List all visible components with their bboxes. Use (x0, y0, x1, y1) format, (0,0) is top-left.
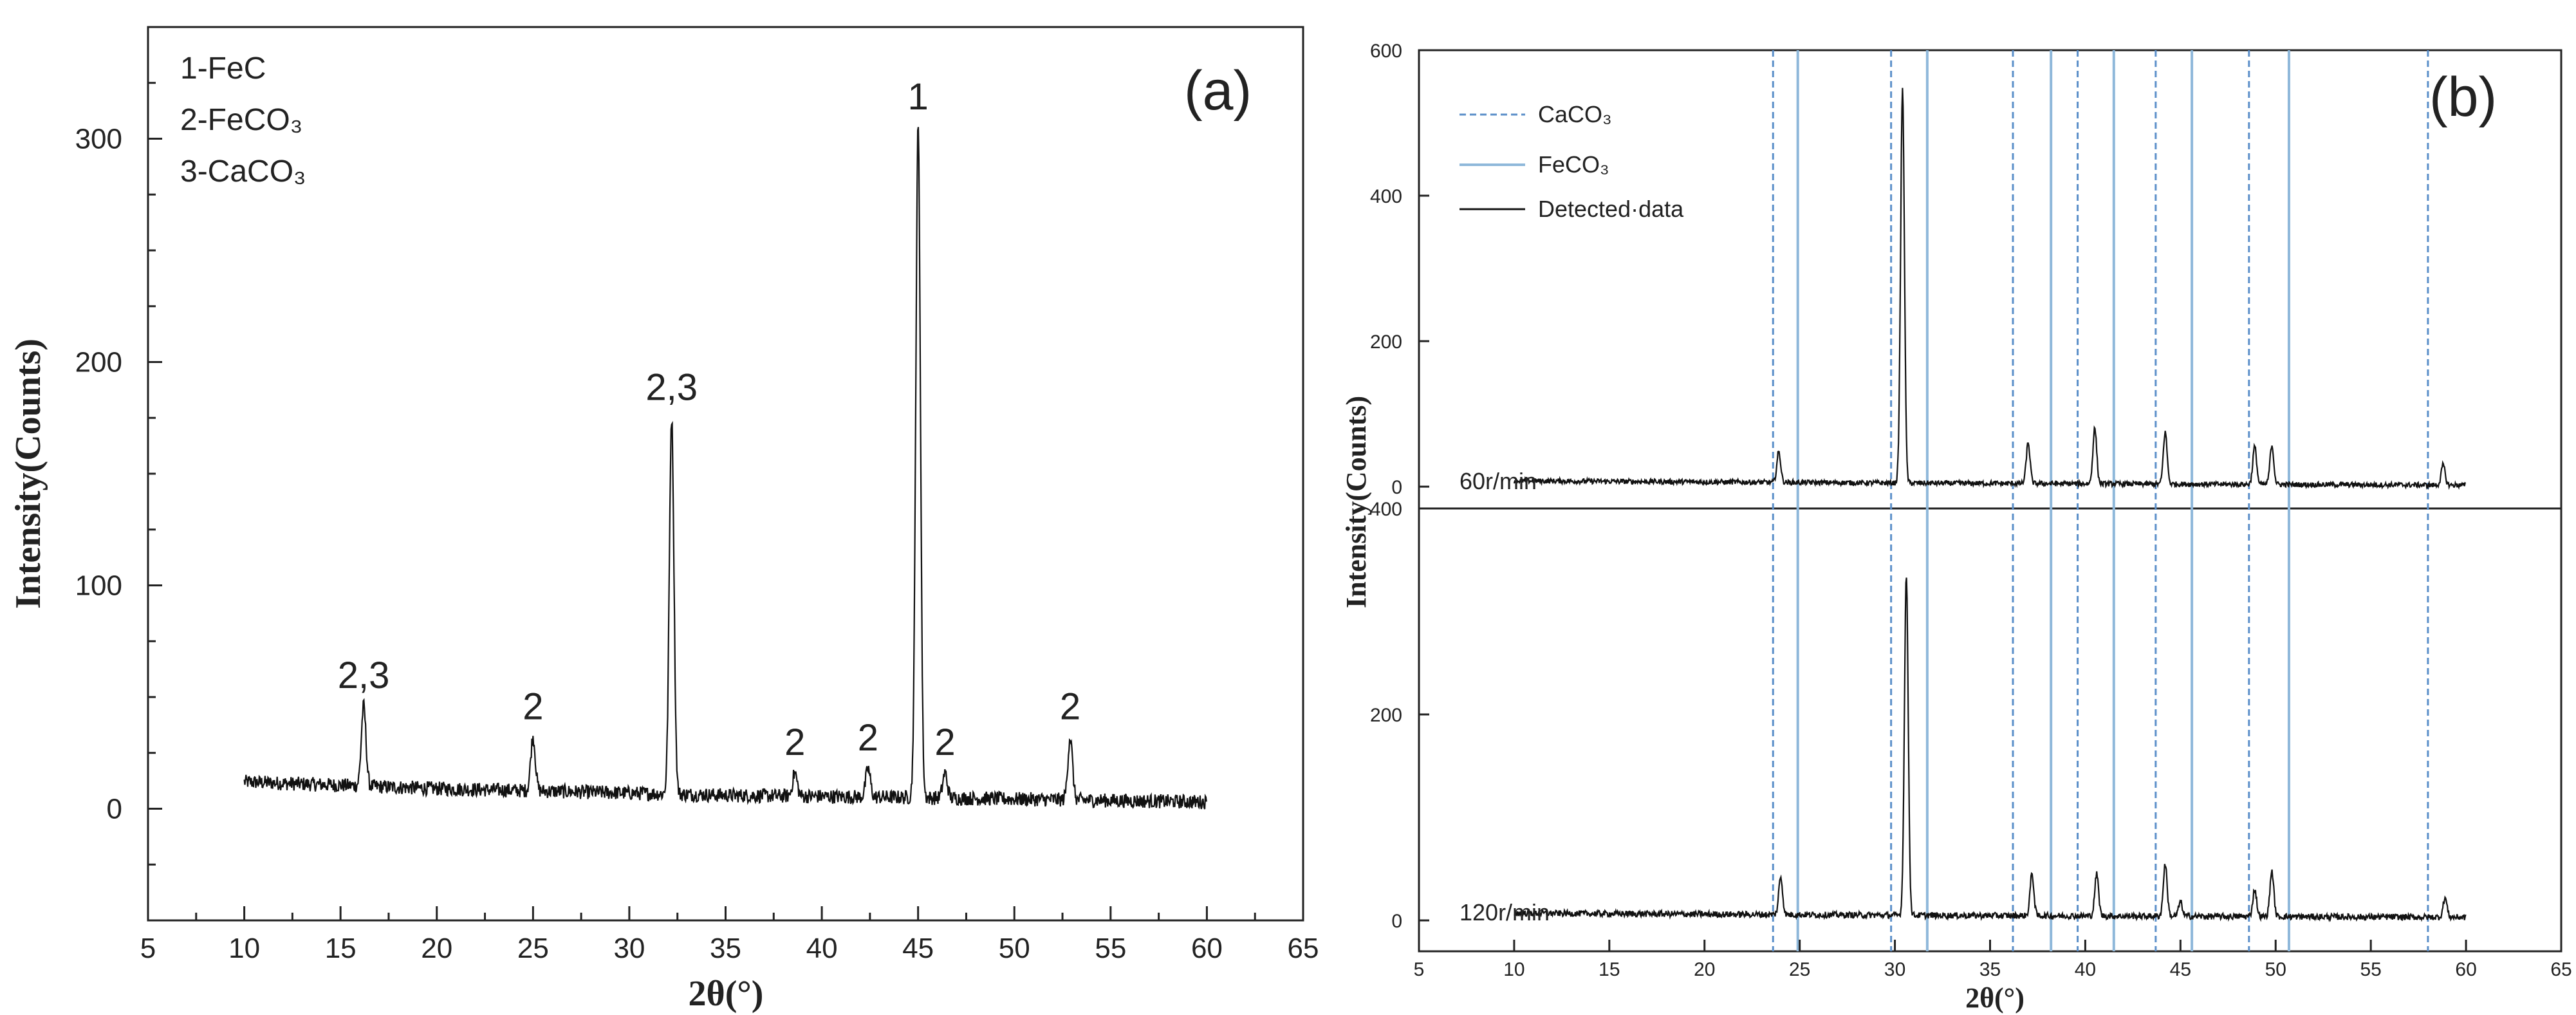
panel-a-x-tick-label: 55 (1095, 933, 1126, 964)
panel-a-x-tick-label: 65 (1288, 933, 1319, 964)
panel-a-x-tick-label: 60 (1191, 933, 1223, 964)
panel-b-y-tick-label: 0 (1391, 911, 1402, 932)
panel-a-x-tick-label: 25 (517, 933, 549, 964)
panel-a-y-tick-label: 200 (75, 347, 122, 378)
panel-a-x-tick-label: 45 (902, 933, 934, 964)
panel-b-x-tick-label: 20 (1694, 959, 1715, 980)
panel-a-legend-entry-3: 3-CaCO₃ (180, 154, 306, 189)
panel-b-label: (b) (2429, 66, 2497, 128)
panel-a-peak-label: 2,3 (338, 655, 390, 696)
panel-b: 0 200 400 600 0 200 400 5 10 15 20 25 30 35 40 45 50 55… (1340, 41, 2572, 1014)
panel-b-x-tick-label: 35 (1979, 959, 2001, 980)
panel-b-x-axis-title: 2θ(°) (1965, 982, 2025, 1014)
panel-b-x-tick-label: 25 (1789, 959, 1810, 980)
panel-b-x-tick-label: 65 (2550, 959, 2571, 980)
panel-b-x-tick-label: 60 (2455, 959, 2476, 980)
panel-a-y-axis-title: Intensity(Counts) (8, 339, 48, 609)
panel-a-legend: 1-FeC 2-FeCO₃ 3-CaCO₃ (180, 51, 306, 189)
panel-b-subplot-label-120: 120r/min (1459, 899, 1550, 926)
panel-a-x-tick-label: 30 (613, 933, 645, 964)
panel-b-legend-entry-caco3: CaCO₃ (1538, 101, 1612, 127)
panel-a-label: (a) (1184, 60, 1252, 122)
panel-b-trace-60rpm (1513, 88, 2467, 490)
panel-b-x-tick-label: 40 (2075, 959, 2096, 980)
panel-b-x-tick-label: 5 (1414, 959, 1425, 980)
panel-a-legend-entry-1: 1-FeC (180, 51, 266, 86)
panel-a-x-tick-label: 15 (325, 933, 357, 964)
panel-a-peak-label: 2 (523, 685, 543, 727)
panel-b-y-tick-label: 400 (1370, 186, 1402, 207)
panel-b-y-tick-label: 400 (1370, 499, 1402, 520)
panel-a: 0 100 200 300 5 10 15 20 25 30 35 40 45 50 55 60 65 2,3… (8, 26, 1319, 1014)
panel-a-peak-label: 2,3 (645, 366, 698, 408)
panel-a-x-tick-label: 10 (228, 933, 260, 964)
panel-a-x-tick-label: 40 (806, 933, 838, 964)
panel-b-x-tick-label: 15 (1598, 959, 1620, 980)
panel-b-y-tick-label: 0 (1391, 477, 1402, 498)
panel-a-x-tick-label: 20 (421, 933, 452, 964)
panel-b-y-axis-title: Intensity(Counts) (1340, 396, 1372, 608)
panel-a-y-tick-label: 0 (107, 794, 122, 825)
panel-b-y-tick-label: 600 (1370, 41, 1402, 62)
panel-b-plot-frame (1418, 49, 2562, 953)
panel-a-y-tick-label: 100 (75, 570, 122, 602)
panel-b-legend-entry-detected: Detected·data (1538, 196, 1684, 222)
panel-a-peak-label: 2 (784, 722, 805, 763)
panel-b-x-tick-label: 45 (2170, 959, 2191, 980)
panel-a-x-tick-label: 50 (999, 933, 1030, 964)
panel-a-peak-label: 2 (934, 722, 955, 763)
panel-b-subplot-label-60: 60r/min (1459, 468, 1537, 494)
panel-a-xrd-trace (243, 127, 1207, 810)
panel-b-legend-entry-feco3: FeCO₃ (1538, 151, 1609, 178)
panel-a-peak-label: 2 (1060, 685, 1080, 727)
panel-a-x-tick-label: 35 (710, 933, 741, 964)
panel-a-y-tick-label: 300 (75, 124, 122, 155)
panel-b-trace-120rpm (1514, 577, 2467, 923)
panel-b-y-tick-label: 200 (1370, 705, 1402, 726)
panel-a-legend-entry-2: 2-FeCO₃ (180, 103, 302, 137)
panel-a-x-axis-title: 2θ(°) (689, 974, 764, 1014)
panel-a-x-tick-label: 5 (140, 933, 156, 964)
panel-b-legend: CaCO₃ FeCO₃ Detected·data (1459, 101, 1684, 222)
panel-b-x-tick-label: 10 (1503, 959, 1524, 980)
panel-b-x-tick-label: 30 (1884, 959, 1905, 980)
panel-b-x-tick-label: 55 (2360, 959, 2381, 980)
panel-a-peak-label: 1 (908, 76, 929, 118)
panel-b-y-tick-label: 200 (1370, 331, 1402, 353)
panel-a-peak-label: 2 (858, 717, 878, 759)
panel-b-x-tick-label: 50 (2265, 959, 2286, 980)
